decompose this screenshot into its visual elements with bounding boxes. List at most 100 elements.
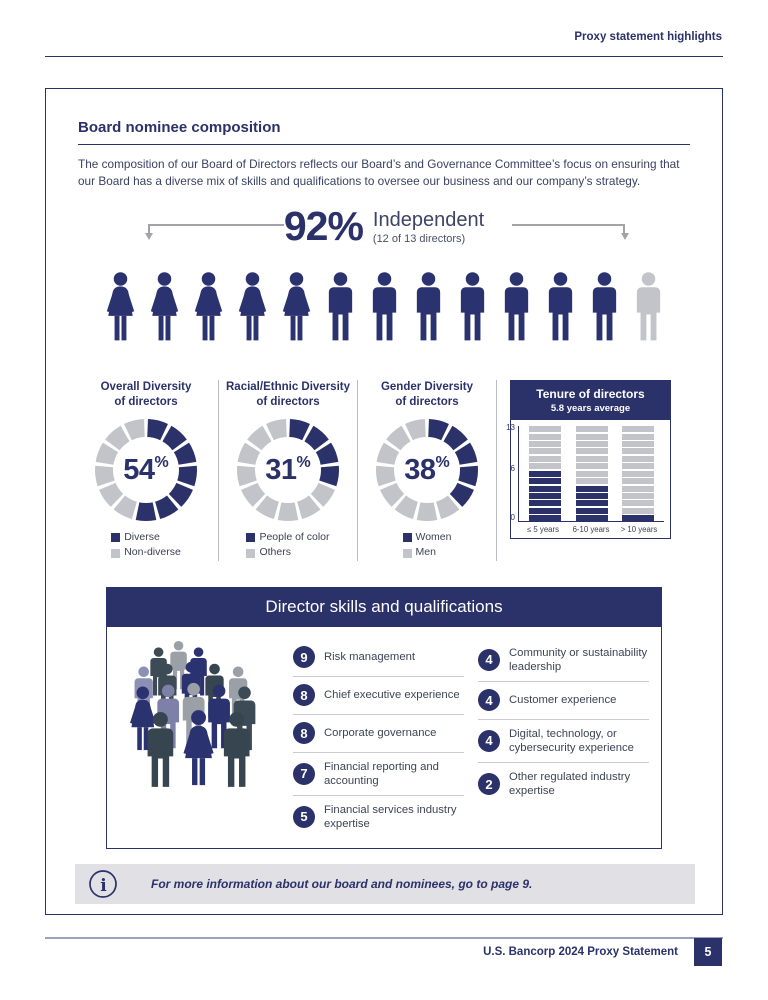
- page-header-title: Proxy statement highlights: [574, 31, 722, 43]
- legend-label: Women: [415, 531, 452, 544]
- legend-item: People of color: [246, 530, 330, 545]
- donut-title-line1: Gender Diversity: [380, 381, 474, 394]
- tenure-x-labels: ≤ 5 years 6-10 years > 10 years: [518, 522, 664, 536]
- right-bracket-arrow: [512, 224, 629, 241]
- skill-item: 2 Other regulated industry expertise: [478, 763, 649, 805]
- legend-swatch: [402, 533, 412, 543]
- tenure-bars: [518, 426, 664, 523]
- donut-value: 31: [265, 453, 297, 486]
- header-divider: [45, 56, 723, 57]
- donut-title-line1: Racial/Ethnic Diversity: [226, 381, 350, 394]
- info-icon: i: [89, 870, 117, 898]
- woman-icon: [194, 272, 222, 341]
- legend-swatch: [402, 548, 412, 558]
- crowd-illustration: [115, 635, 283, 838]
- skill-count-badge: 8: [293, 722, 315, 745]
- footer-title: U.S. Bancorp 2024 Proxy Statement: [483, 946, 678, 958]
- legend-item: Others: [246, 545, 329, 560]
- donut-title-line2: of directors: [114, 395, 178, 408]
- skill-count-badge: 9: [293, 646, 315, 669]
- crowd-of-people-icon: [130, 640, 256, 787]
- skill-label: Digital, technology, or cybersecurity ex…: [509, 727, 634, 754]
- legend-label: Non-diverse: [124, 546, 181, 559]
- donut-gender-diversity: Gender Diversity of directors 38% Women M…: [358, 380, 497, 561]
- left-bracket-arrow: [144, 224, 284, 241]
- donut-title-line2: of directors: [256, 395, 320, 408]
- skill-count-badge: 4: [478, 648, 500, 671]
- tenure-bar: [622, 426, 654, 522]
- tenure-y-tick: 0: [510, 513, 515, 523]
- legend-swatch: [111, 533, 121, 543]
- svg-text:i: i: [100, 876, 107, 896]
- legend-swatch: [246, 533, 256, 543]
- skill-item: 5 Financial services industry expertise: [293, 796, 464, 838]
- info-note-text: For more information about our board and…: [151, 877, 533, 892]
- section-paragraph: The composition of our Board of Director…: [78, 157, 680, 189]
- man-icon: [548, 272, 572, 341]
- man-icon: [504, 272, 528, 341]
- skills-list-left: 9 Risk management 8 Chief executive experie…: [293, 639, 464, 838]
- donut-title-line2: of directors: [395, 395, 459, 408]
- footer-divider: [45, 937, 723, 939]
- donut-title-line1: Overall Diversity: [100, 381, 192, 394]
- tenure-x-label: > 10 years: [620, 525, 658, 535]
- skill-count-badge: 4: [478, 689, 500, 712]
- woman-icon: [238, 272, 266, 341]
- skill-count-badge: 2: [478, 773, 500, 796]
- skill-item: 9 Risk management: [293, 639, 464, 677]
- man-icon: [416, 272, 440, 341]
- section-title: Board nominee composition: [78, 119, 690, 145]
- independence-people-row: [78, 266, 690, 346]
- donut-legend: Diverse Non-diverse: [111, 530, 181, 560]
- tenure-y-axis: 13 6 0: [506, 423, 518, 536]
- skill-label: Chief executive experience: [324, 689, 460, 702]
- tenure-x-label: ≤ 5 years: [526, 525, 559, 535]
- legend-swatch: [246, 548, 256, 558]
- man-icon: [328, 272, 352, 341]
- legend-swatch: [111, 548, 121, 558]
- tenure-chart: Tenure of directors 5.8 years average 13…: [506, 380, 671, 540]
- tenure-title: Tenure of directors: [536, 387, 645, 402]
- tenure-x-label: 6-10 years: [572, 525, 610, 535]
- skill-label: Customer experience: [509, 694, 617, 707]
- donut-racial-ethnic-diversity: Racial/Ethnic Diversity of directors 31%…: [219, 380, 358, 561]
- donut-overall-diversity: Overall Diversity of directors 54% Diver…: [80, 380, 219, 561]
- independent-sublabel: (12 of 13 directors): [372, 233, 466, 246]
- skill-label: Corporate governance: [324, 727, 437, 740]
- independent-percent: 92%: [283, 203, 364, 250]
- skill-item: 8 Corporate governance: [293, 715, 464, 753]
- tenure-y-tick: 6: [510, 464, 515, 474]
- donut-legend: Women Men: [402, 530, 452, 560]
- footer-page-number: 5: [694, 938, 722, 966]
- legend-item: Men: [402, 545, 452, 560]
- skill-label: Risk management: [324, 651, 416, 664]
- independent-label: Independent: [372, 209, 485, 232]
- skill-label: Financial services industry expertise: [324, 803, 457, 830]
- skills-title: Director skills and qualifications: [107, 587, 661, 627]
- skill-label: Other regulated industry expertise: [509, 771, 631, 798]
- skill-label: Community or sustainability leadership: [509, 646, 648, 673]
- legend-label: People of color: [259, 531, 330, 544]
- tenure-bar: [575, 426, 608, 522]
- legend-label: Diverse: [124, 531, 160, 544]
- woman-icon: [106, 272, 134, 341]
- skill-item: 7 Financial reporting and accounting: [293, 753, 464, 796]
- man-icon: [636, 272, 660, 341]
- tenure-bar: [529, 426, 561, 522]
- donut-chart: [236, 419, 340, 522]
- legend-item: Women: [402, 530, 452, 545]
- donut-chart: [94, 419, 198, 522]
- man-icon: [460, 272, 484, 341]
- skill-item: 4 Customer experience: [478, 682, 649, 720]
- skill-count-badge: 7: [293, 762, 315, 785]
- skills-panel: Director skills and qualifications: [106, 586, 662, 850]
- independence-header: 92% Independent (12 of 13 directors): [78, 206, 690, 258]
- man-icon: [372, 272, 396, 341]
- skill-item: 4 Digital, technology, or cybersecurity e…: [478, 720, 649, 764]
- info-note-bar: i For more information about our board a…: [75, 864, 695, 905]
- skill-count-badge: 5: [293, 805, 315, 828]
- tenure-y-tick: 13: [506, 423, 515, 433]
- skill-count-badge: 4: [478, 729, 500, 752]
- donut-value: 38: [404, 453, 436, 486]
